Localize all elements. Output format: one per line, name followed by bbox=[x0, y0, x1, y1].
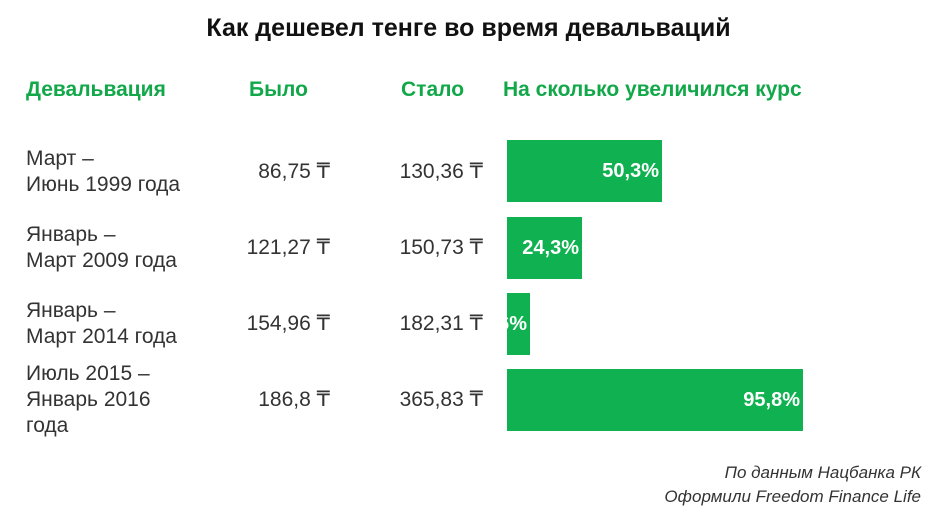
increase-bar: 95,8% bbox=[507, 369, 803, 431]
period-label: Июль 2015 – Январь 2016 года bbox=[26, 361, 216, 439]
period-line: Март – bbox=[26, 147, 94, 170]
increase-bar: 50,3% bbox=[507, 140, 662, 202]
increase-bar: 7,6% bbox=[481, 293, 530, 355]
period-line: Январь – bbox=[26, 299, 116, 322]
increase-bar: 24,3% bbox=[507, 217, 582, 279]
table-row: Март – Июнь 1999 года 86,75 ₸ 130,36 ₸ 5… bbox=[0, 140, 945, 226]
period-label: Январь – Март 2014 года bbox=[26, 298, 216, 350]
table-row: Январь – Март 2014 года 154,96 ₸ 182,31 … bbox=[0, 293, 945, 378]
rate-before: 121,27 ₸ bbox=[246, 236, 330, 259]
rate-after: 150,73 ₸ bbox=[399, 236, 483, 259]
credit-note: Оформили Freedom Finance Life bbox=[664, 487, 921, 506]
period-line: Июль 2015 – bbox=[26, 362, 150, 385]
bar-value-label: 95,8% bbox=[743, 389, 800, 411]
table-row: Июль 2015 – Январь 2016 года 186,8 ₸ 365… bbox=[0, 361, 945, 441]
bar-value-label: 50,3% bbox=[602, 160, 659, 182]
period-line: Январь 2016 bbox=[26, 388, 151, 411]
period-line: Июнь 1999 года bbox=[26, 173, 181, 196]
column-header-was: Было bbox=[249, 78, 308, 101]
period-label: Март – Июнь 1999 года bbox=[26, 146, 216, 198]
period-line: года bbox=[26, 414, 69, 437]
source-note: По данным Нацбанка РК bbox=[724, 463, 921, 482]
rate-after: 365,83 ₸ bbox=[399, 388, 483, 411]
column-header-became: Стало bbox=[401, 78, 465, 101]
column-header-devaluation: Девальвация bbox=[26, 78, 166, 101]
chart-title: Как дешевел тенге во время девальваций bbox=[206, 14, 731, 42]
bar-value-label: 7,6% bbox=[481, 313, 527, 335]
rate-after: 182,31 ₸ bbox=[399, 312, 483, 335]
rate-before: 86,75 ₸ bbox=[258, 160, 330, 183]
period-line: Январь – bbox=[26, 223, 116, 246]
table-row: Январь – Март 2009 года 121,27 ₸ 150,73 … bbox=[0, 217, 945, 302]
period-line: Март 2009 года bbox=[26, 249, 177, 272]
period-label: Январь – Март 2009 года bbox=[26, 222, 216, 274]
rate-after: 130,36 ₸ bbox=[399, 160, 483, 183]
column-header-increase: На сколько увеличился курс bbox=[503, 78, 802, 101]
period-line: Март 2014 года bbox=[26, 325, 177, 348]
rate-before: 154,96 ₸ bbox=[246, 312, 330, 335]
bar-value-label: 24,3% bbox=[522, 237, 579, 259]
rate-before: 186,8 ₸ bbox=[258, 388, 330, 411]
